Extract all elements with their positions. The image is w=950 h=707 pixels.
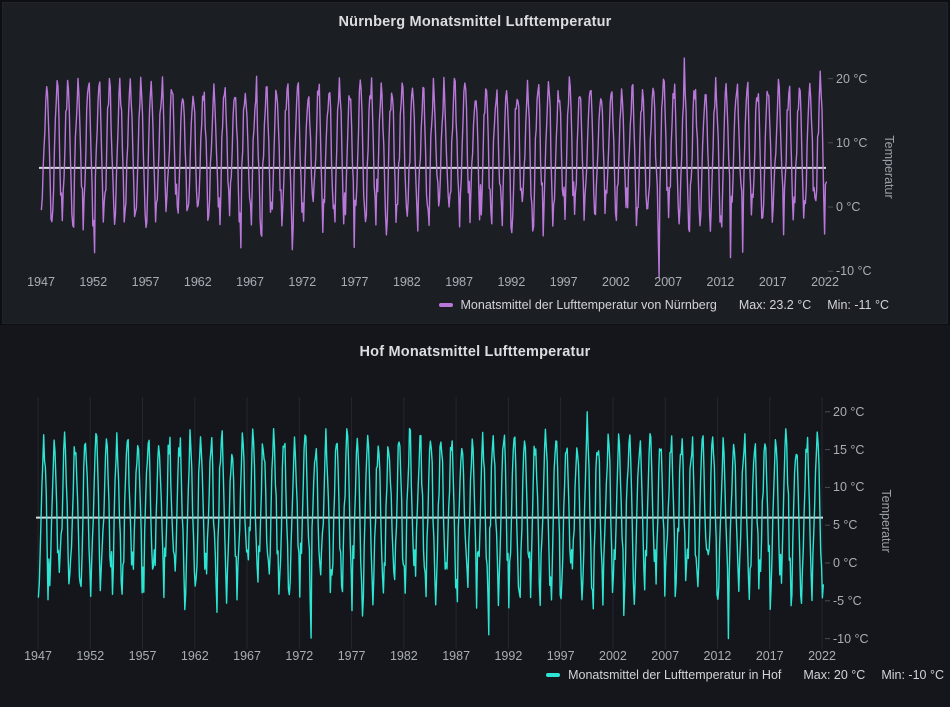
x-tick-label: 2012 bbox=[706, 275, 735, 289]
y-axis-title-temperatur: Temperatur bbox=[882, 135, 896, 199]
x-tick-label: 1967 bbox=[233, 649, 261, 663]
temperature-series-line bbox=[37, 411, 824, 640]
y-tick-label: 20 °C bbox=[836, 71, 868, 86]
legend-swatch-hof[interactable] bbox=[546, 673, 561, 677]
y-axis-title-temperatur: Temperatur bbox=[879, 489, 893, 553]
y-tick-label: 5 °C bbox=[833, 518, 858, 533]
x-tick-label: 1977 bbox=[340, 275, 369, 289]
legend-series-label-hof[interactable]: Monatsmittel der Lufttemperatur in Hof bbox=[568, 668, 782, 682]
x-tick-label: 1952 bbox=[79, 275, 108, 289]
panel-title-nuernberg[interactable]: Nürnberg Monatsmittel Lufttemperatur bbox=[338, 14, 612, 30]
x-tick-label: 1987 bbox=[445, 275, 474, 289]
legend-nuernberg: Monatsmittel der Lufttemperatur von Nürn… bbox=[438, 298, 889, 312]
x-tick-label: 1952 bbox=[76, 649, 105, 663]
x-tick-label: 2017 bbox=[755, 649, 784, 663]
x-tick-label: 1997 bbox=[549, 275, 578, 289]
x-tick-label: 2007 bbox=[654, 275, 683, 289]
legend-max-stat: Max: 23.2 °C bbox=[738, 298, 812, 312]
y-tick-label: 15 °C bbox=[833, 442, 865, 457]
x-tick-label: 2007 bbox=[651, 649, 680, 663]
panel-hof[interactable]: Hof Monatsmittel Lufttemperatur Temperat… bbox=[0, 325, 950, 707]
y-tick-label: 10 °C bbox=[833, 480, 865, 495]
x-tick-label: 1977 bbox=[337, 649, 366, 663]
x-tick-label: 1962 bbox=[183, 275, 212, 289]
y-tick-label: 10 °C bbox=[836, 135, 868, 150]
x-tick-label: 2002 bbox=[599, 649, 627, 663]
x-tick-label: 1947 bbox=[24, 649, 52, 663]
x-tick-label: 1972 bbox=[288, 275, 317, 289]
x-tick-label: 1957 bbox=[131, 275, 160, 289]
x-tick-label: 1982 bbox=[392, 275, 421, 289]
x-tick-label: 1947 bbox=[27, 275, 55, 289]
temperature-series-line bbox=[40, 57, 827, 279]
x-tick-label: 1967 bbox=[236, 275, 264, 289]
x-tick-label: 1992 bbox=[497, 275, 526, 289]
y-tick-label: -10 °C bbox=[836, 264, 872, 279]
x-tick-label: 1957 bbox=[128, 649, 157, 663]
legend-max-stat: Max: 20 °C bbox=[803, 668, 866, 682]
x-tick-label: 1997 bbox=[546, 649, 575, 663]
y-tick-label: -5 °C bbox=[833, 593, 862, 608]
x-tick-label: 2012 bbox=[703, 649, 732, 663]
x-tick-label: 1962 bbox=[180, 649, 209, 663]
legend-hof: Monatsmittel der Lufttemperatur in Hof M… bbox=[546, 668, 944, 682]
x-tick-label: 1987 bbox=[442, 649, 471, 663]
y-tick-label: 0 °C bbox=[836, 200, 861, 214]
legend-min-stat: Min: -10 °C bbox=[881, 668, 944, 682]
x-tick-label: 2022 bbox=[808, 649, 836, 663]
legend-min-stat: Min: -11 °C bbox=[827, 298, 889, 312]
panel-nuernberg[interactable]: Nürnberg Monatsmittel Lufttemperatur Tem… bbox=[2, 2, 948, 324]
x-tick-label: 1972 bbox=[285, 649, 314, 663]
x-tick-label: 2022 bbox=[811, 275, 839, 289]
y-tick-label: 20 °C bbox=[833, 404, 865, 419]
x-tick-label: 1992 bbox=[494, 649, 523, 663]
x-tick-label: 2017 bbox=[758, 275, 787, 289]
x-tick-label: 2002 bbox=[602, 275, 630, 289]
panel-title-hof[interactable]: Hof Monatsmittel Lufttemperatur bbox=[359, 344, 591, 360]
legend-swatch-nuernberg[interactable] bbox=[438, 303, 453, 307]
y-tick-label: 0 °C bbox=[833, 556, 858, 570]
x-tick-label: 1982 bbox=[389, 649, 418, 663]
legend-series-label-nuernberg[interactable]: Monatsmittel der Lufttemperatur von Nürn… bbox=[460, 298, 717, 312]
y-tick-label: -10 °C bbox=[833, 631, 869, 646]
